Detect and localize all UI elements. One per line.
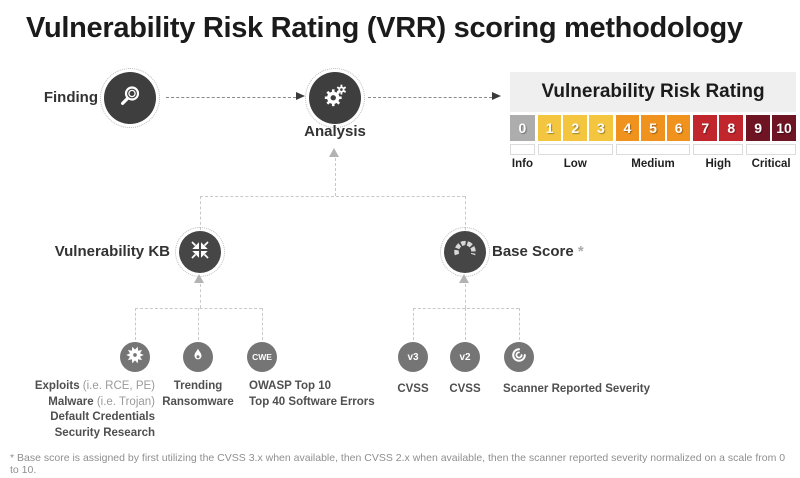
cwe-label: OWASP Top 10 Top 40 Software Errors: [249, 380, 375, 408]
connector-line: [519, 308, 520, 340]
category-label-medium: Medium: [631, 158, 675, 170]
v2-badge: v2: [459, 351, 471, 363]
scanner-chip: [504, 342, 534, 372]
scale-cell: 4: [615, 115, 640, 141]
finding-node: [100, 68, 160, 128]
base-score-label: Base Score *: [492, 243, 584, 260]
cvss-v2-label: CVSS: [449, 383, 481, 395]
scale-cell: 3: [589, 115, 613, 141]
gears-icon: [321, 82, 349, 115]
cwe-badge: CWE: [252, 352, 272, 362]
connector-line: [135, 308, 136, 340]
connector-line: [198, 308, 199, 340]
finding-to-analysis-line: [166, 97, 296, 98]
finding-label: Finding: [43, 89, 98, 106]
v3-badge: v3: [407, 351, 419, 363]
flame-icon: [190, 347, 206, 368]
scale-bracket: [693, 144, 744, 155]
connector-line: [465, 284, 466, 308]
exploits-chip: [120, 342, 150, 372]
connector-line: [262, 308, 263, 340]
vrr-group-info: 0 Info: [510, 115, 535, 170]
vrr-group-high: 7 8 High: [693, 115, 744, 170]
trending-chip: [183, 342, 213, 372]
scale-bracket: [615, 144, 691, 155]
virus-burst-icon: [124, 344, 146, 371]
arrow-up-icon: [329, 148, 339, 157]
scale-cell: 5: [641, 115, 665, 141]
vulnerability-kb-node: [175, 227, 225, 277]
arrow-right-icon: [492, 92, 501, 100]
analysis-label: Analysis: [304, 123, 366, 140]
vulnerability-kb-label: Vulnerability KB: [54, 243, 170, 260]
exploits-label: Exploits (i.e. RCE, PE) Malware (i.e. Tr…: [34, 380, 155, 439]
connector-line: [413, 308, 414, 340]
arrow-up-icon: [459, 274, 469, 283]
analysis-node: [305, 68, 365, 128]
category-label-critical: Critical: [751, 158, 791, 170]
search-icon: [116, 82, 144, 115]
vrr-group-medium: 4 5 6 Medium: [615, 115, 691, 170]
scale-cell: 10: [772, 115, 796, 141]
vrr-scale: 0 Info 1 2 3 Low 4 5 6: [510, 115, 796, 170]
trending-label: Trending Ransomware: [162, 380, 234, 408]
connector-line: [335, 158, 336, 196]
scanner-label: Scanner Reported Severity: [503, 383, 651, 395]
vrr-group-critical: 9 10 Critical: [746, 115, 796, 170]
scale-bracket: [746, 144, 796, 155]
category-label-low: Low: [563, 158, 587, 170]
compress-arrows-icon: [189, 239, 211, 266]
arrow-right-icon: [296, 92, 305, 100]
footnote: * Base score is assigned by first utiliz…: [10, 452, 786, 476]
connector-line: [465, 196, 466, 230]
vrr-panel-title: Vulnerability Risk Rating: [510, 72, 796, 112]
analysis-to-vrr-line: [368, 97, 492, 98]
cvss-v3-chip: v3: [398, 342, 428, 372]
connector-line: [200, 284, 201, 308]
scale-cell: 2: [563, 115, 588, 141]
cvss-v3-label: CVSS: [397, 383, 429, 395]
connector-line: [413, 308, 519, 309]
cwe-chip: CWE: [247, 342, 277, 372]
scale-cell: 8: [719, 115, 744, 141]
scale-bracket: [510, 144, 535, 155]
category-label-high: High: [705, 158, 732, 170]
cvss-v2-chip: v2: [450, 342, 480, 372]
scale-cell: 1: [537, 115, 562, 141]
footnote-asterisk: *: [577, 243, 584, 260]
connector-line: [200, 196, 465, 197]
scale-cell: 7: [693, 115, 718, 141]
scale-bracket: [537, 144, 613, 155]
scale-cell: 9: [746, 115, 771, 141]
base-score-node: [440, 227, 490, 277]
category-label-info: Info: [511, 158, 533, 170]
scanner-swirl-icon: [511, 347, 527, 368]
scale-cell: 0: [510, 115, 535, 141]
connector-line: [200, 196, 201, 230]
scale-cell: 6: [666, 115, 691, 141]
vrr-scale-panel: Vulnerability Risk Rating 0 Info 1 2 3 L…: [510, 72, 796, 170]
arrow-up-icon: [194, 274, 204, 283]
gauge-icon: [452, 237, 478, 268]
vrr-group-low: 1 2 3 Low: [537, 115, 613, 170]
page-title: Vulnerability Risk Rating (VRR) scoring …: [26, 12, 743, 44]
connector-line: [465, 308, 466, 340]
